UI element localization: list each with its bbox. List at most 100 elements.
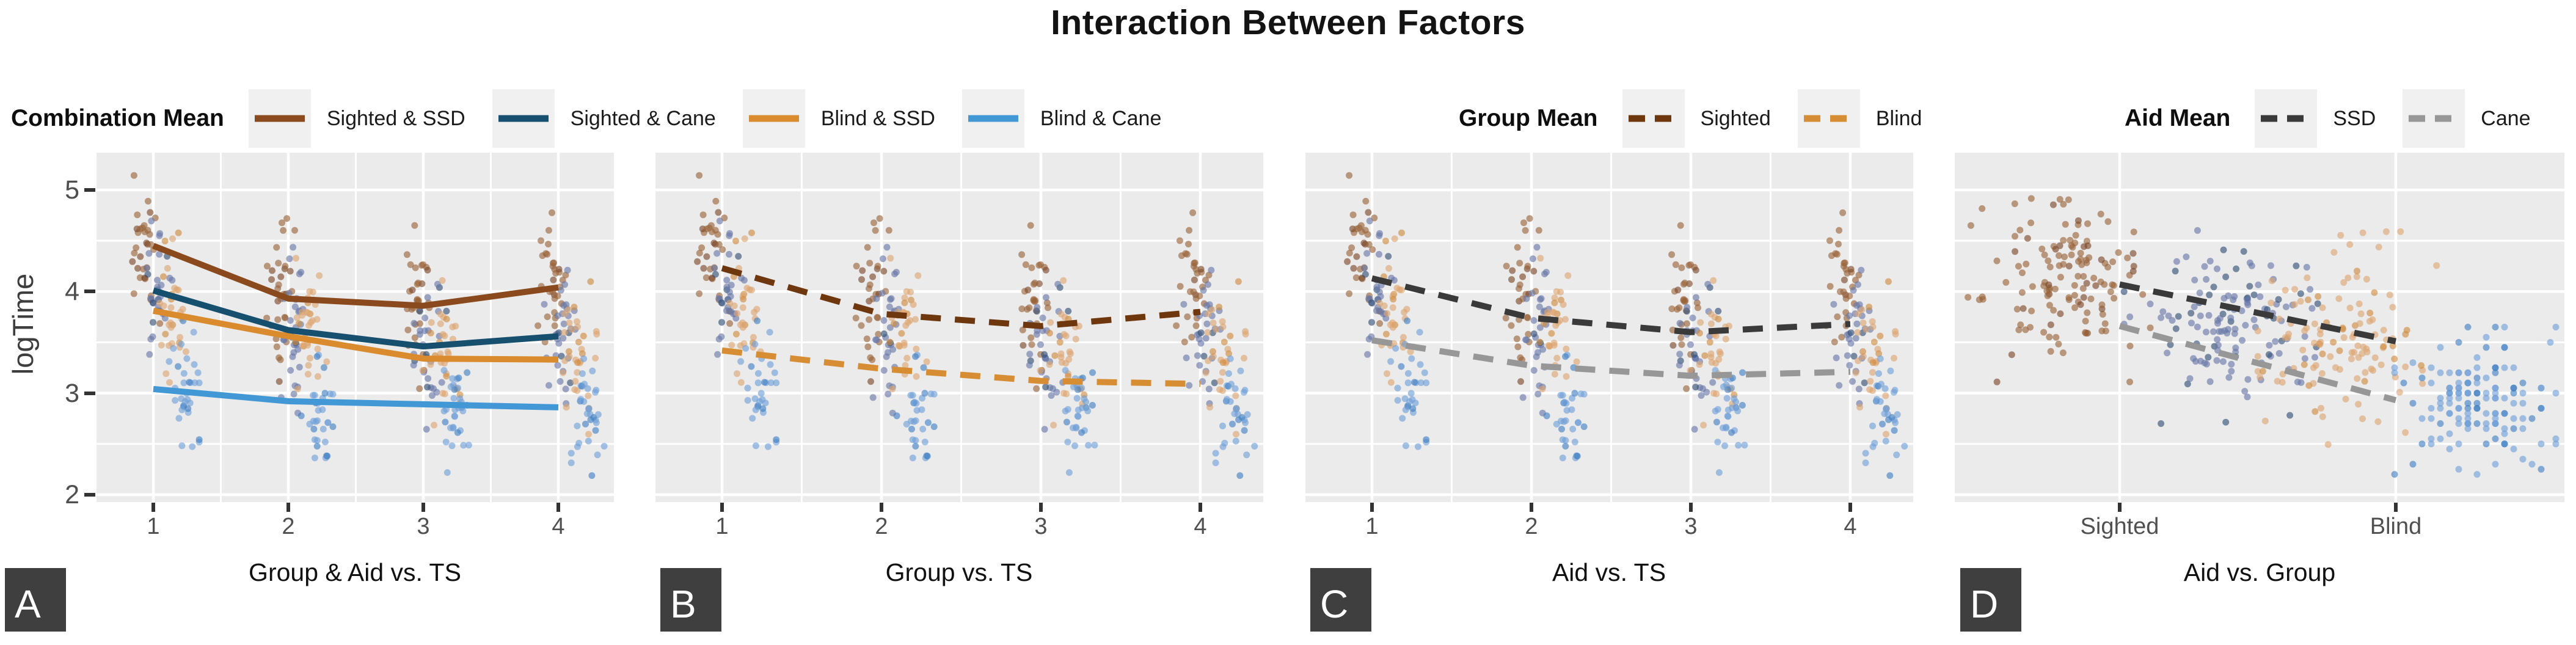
- dashed-line-swatch-icon: [1622, 89, 1685, 148]
- solid-line-swatch-icon: [248, 89, 311, 148]
- x-tick-mark: [1370, 503, 1374, 512]
- y-tick-mark: [84, 290, 95, 294]
- legend-item-sighted-ssd: Sighted & SSD: [248, 89, 465, 148]
- legend-item-label: Blind & Cane: [1040, 106, 1162, 130]
- scatter-points: [694, 172, 1258, 479]
- legend-item-ssd: SSD: [2255, 89, 2376, 148]
- figure-title: Interaction Between Factors: [1051, 3, 1525, 42]
- y-axis-label: logTime: [7, 273, 40, 374]
- x-tick-label: 1: [147, 514, 160, 539]
- legend-item-label: SSD: [2333, 106, 2376, 130]
- panel-b-plot: [655, 153, 1263, 502]
- x-tick-mark: [880, 503, 883, 512]
- x-tick-label: 4: [552, 514, 565, 539]
- mean-line-cane: [2118, 322, 2397, 404]
- x-tick-label: 1: [1365, 514, 1379, 539]
- mean-line-blind: [721, 347, 1201, 387]
- legend-item-blind-cane: Blind & Cane: [961, 89, 1162, 148]
- scatter-points: [129, 172, 608, 479]
- x-tick-label: 3: [1034, 514, 1048, 539]
- y-tick-label: 2: [65, 479, 79, 509]
- legend-item-label: Sighted & Cane: [570, 106, 716, 130]
- y-tick-label: 3: [65, 378, 79, 408]
- x-tick-mark: [151, 503, 155, 512]
- x-tick-label: 4: [1194, 514, 1207, 539]
- x-tick-label: 3: [417, 514, 430, 539]
- panel-a-plot: [97, 153, 614, 502]
- x-tick-label: 2: [282, 514, 295, 539]
- x-tick-label: 2: [875, 514, 888, 539]
- legend-item-label: Blind: [1875, 106, 1922, 130]
- panel-d-letter-badge: D: [1960, 568, 2021, 632]
- y-tick-mark: [84, 188, 95, 192]
- legend-item-cane: Cane: [2403, 89, 2531, 148]
- panel-a-canvas: [97, 153, 614, 502]
- legend-item-sighted-cane: Sighted & Cane: [492, 89, 716, 148]
- panel-c-canvas: [1305, 153, 1913, 502]
- mean-line-cane: [1371, 337, 1851, 379]
- solid-line-swatch-icon: [742, 89, 805, 148]
- legend-item-label: Blind & SSD: [820, 106, 935, 130]
- mean-line-ssd: [2118, 281, 2397, 344]
- legend-item-blind: Blind: [1797, 89, 1922, 148]
- x-tick-mark: [1689, 503, 1693, 512]
- y-tick-mark: [84, 492, 95, 497]
- mean-line-sighted_cane: [152, 287, 559, 350]
- x-tick-mark: [421, 503, 425, 512]
- dashed-line-swatch-icon: [2403, 89, 2465, 148]
- y-tick-label: 4: [65, 277, 79, 307]
- x-tick-label: 4: [1844, 514, 1857, 539]
- legend-aid-items: SSD Cane: [2255, 89, 2557, 148]
- panel-a-x-axis-title: Group & Aid vs. TS: [249, 558, 461, 586]
- x-tick-mark: [1039, 503, 1043, 512]
- x-tick-mark: [556, 503, 560, 512]
- mean-line-blind_cane: [153, 385, 559, 410]
- legend-item-sighted: Sighted: [1622, 89, 1771, 148]
- x-tick-mark: [720, 503, 724, 512]
- solid-line-swatch-icon: [492, 89, 555, 148]
- legend-aid: Aid Mean SSD Cane: [2125, 88, 2558, 149]
- scatter-points: [1965, 195, 2560, 478]
- panel-b-canvas: [655, 153, 1263, 502]
- mean-line-sighted_ssd: [152, 242, 559, 309]
- x-tick-mark: [2394, 503, 2398, 512]
- x-tick-label: 1: [715, 514, 729, 539]
- x-tick-label: Sighted: [2080, 514, 2159, 539]
- mean-line-sighted: [721, 265, 1201, 329]
- legend-combination-items: Sighted & SSD Sighted & Cane Blind & SSD Bl…: [248, 89, 1189, 148]
- scatter-points: [1344, 172, 1908, 479]
- panel-a-letter-badge: A: [5, 568, 66, 632]
- legend-group-title: Group Mean: [1459, 105, 1598, 131]
- legend-aid-title: Aid Mean: [2125, 105, 2231, 131]
- legend-combination-title: Combination Mean: [11, 105, 224, 131]
- panel-b-x-axis-title: Group vs. TS: [885, 558, 1033, 586]
- mean-line-ssd: [1371, 275, 1851, 335]
- dashed-line-swatch-icon: [1797, 89, 1860, 148]
- x-tick-mark: [1199, 503, 1202, 512]
- x-tick-label: Blind: [2370, 514, 2422, 539]
- solid-line-swatch-icon: [961, 89, 1024, 148]
- legend-item-blind-ssd: Blind & SSD: [742, 89, 935, 148]
- legend-group: Group Mean Sighted Blind: [1459, 88, 1949, 149]
- y-tick-label: 5: [65, 175, 79, 205]
- dashed-line-swatch-icon: [2255, 89, 2318, 148]
- x-tick-mark: [286, 503, 290, 512]
- panel-d-canvas: [1955, 153, 2564, 502]
- mean-line-blind_ssd: [153, 307, 559, 363]
- x-tick-mark: [1848, 503, 1852, 512]
- x-tick-mark: [1530, 503, 1533, 512]
- panel-d-plot: [1955, 153, 2564, 502]
- panel-d-x-axis-title: Aid vs. Group: [2183, 558, 2336, 586]
- legend-item-label: Sighted & SSD: [326, 106, 465, 130]
- legend-group-items: Sighted Blind: [1622, 89, 1949, 148]
- panel-b-letter-badge: B: [660, 568, 721, 632]
- legend-item-label: Sighted: [1700, 106, 1771, 130]
- x-tick-label: 2: [1525, 514, 1538, 539]
- legend-combination: Combination Mean Sighted & SSD Sighted & …: [11, 88, 1188, 149]
- panel-c-plot: [1305, 153, 1913, 502]
- x-tick-mark: [2118, 503, 2122, 512]
- y-tick-mark: [84, 391, 95, 395]
- panel-c-letter-badge: C: [1310, 568, 1371, 632]
- panel-c-x-axis-title: Aid vs. TS: [1552, 558, 1666, 586]
